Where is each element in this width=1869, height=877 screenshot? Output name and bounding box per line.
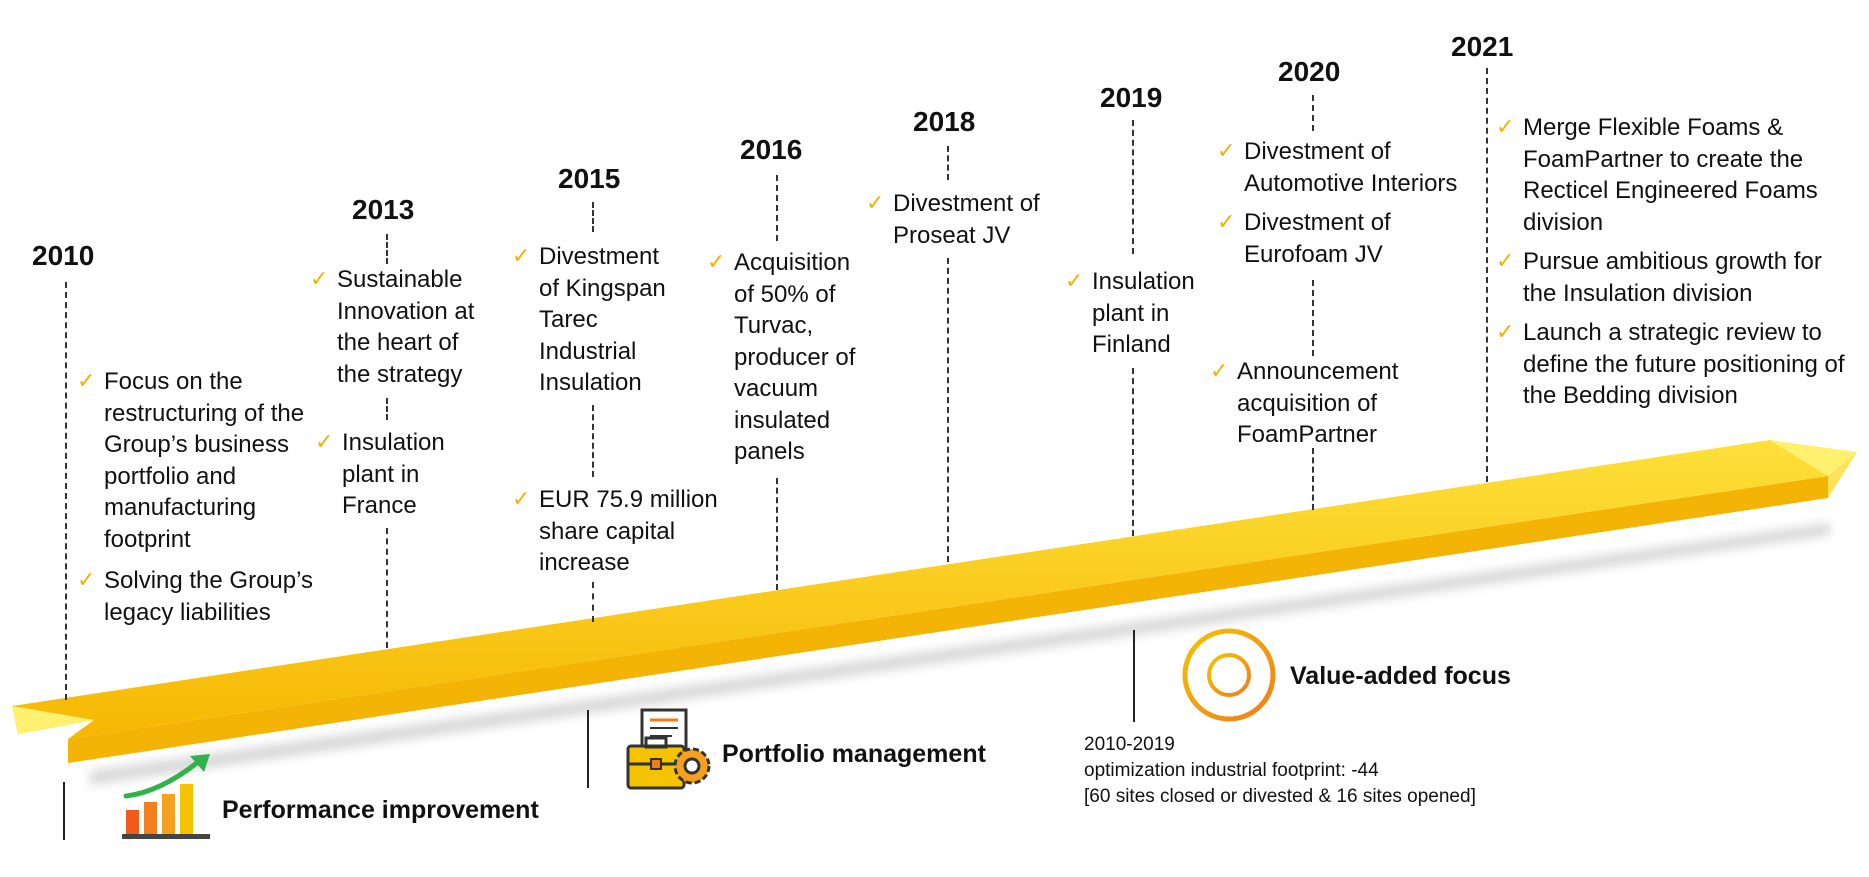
events-2019: ✓ Insulation plant in Finland bbox=[1065, 266, 1215, 369]
event-item: ✓ Focus on the restructuring of the Group… bbox=[77, 366, 339, 555]
footprint-period: 2010-2019 bbox=[1084, 734, 1175, 755]
year-connector bbox=[776, 478, 778, 590]
arrow-shaft-top bbox=[12, 440, 1828, 739]
events-2020-b: ✓ Announcement acquisition of FoamPartner bbox=[1210, 356, 1420, 459]
check-icon: ✓ bbox=[866, 190, 885, 215]
footprint-line2: [60 sites closed or divested & 16 sites … bbox=[1084, 786, 1476, 807]
check-icon: ✓ bbox=[1496, 114, 1515, 139]
year-connector bbox=[947, 258, 949, 562]
year-connector bbox=[592, 582, 594, 622]
category-portfolio: Portfolio management bbox=[722, 740, 986, 768]
category-value: Value-added focus bbox=[1290, 662, 1511, 690]
event-item: ✓ Acquisition of 50% of Turvac, producer … bbox=[707, 247, 867, 468]
event-item: ✓ Pursue ambitious growth for the Insulat… bbox=[1496, 246, 1858, 309]
year-connector bbox=[592, 405, 594, 477]
check-icon: ✓ bbox=[707, 249, 726, 274]
check-icon: ✓ bbox=[310, 266, 329, 291]
event-item: ✓ Announcement acquisition of FoamPartner bbox=[1210, 356, 1420, 451]
year-label: 2018 bbox=[913, 106, 976, 137]
arrow-tail-notch bbox=[12, 706, 94, 734]
target-icon bbox=[1182, 628, 1276, 722]
event-item: ✓ Insulation plant in France bbox=[315, 427, 455, 522]
event-item: ✓ Solving the Group’s legacy liabilities bbox=[77, 565, 339, 628]
event-item: ✓ Divestment of Eurofoam JV bbox=[1217, 207, 1482, 270]
footprint-note: 2010-2019 optimization industrial footpr… bbox=[1084, 732, 1476, 810]
check-icon: ✓ bbox=[512, 243, 531, 268]
check-icon: ✓ bbox=[1496, 248, 1515, 273]
check-icon: ✓ bbox=[1065, 268, 1084, 293]
year-connector bbox=[1132, 120, 1134, 254]
check-icon: ✓ bbox=[1210, 358, 1229, 383]
events-2020-a: ✓ Divestment of Automotive Interiors ✓ Div… bbox=[1217, 136, 1482, 278]
year-label: 2020 bbox=[1278, 56, 1341, 87]
event-item: ✓ Insulation plant in Finland bbox=[1065, 266, 1215, 361]
event-item: ✓ Divestment of Kingspan Tarec Industrial… bbox=[512, 241, 680, 399]
events-2015-a: ✓ Divestment of Kingspan Tarec Industrial… bbox=[512, 241, 680, 407]
year-label: 2015 bbox=[558, 163, 621, 194]
year-connector bbox=[1312, 280, 1314, 356]
event-item: ✓ EUR 75.9 million share capital increase bbox=[512, 484, 742, 579]
year-connector bbox=[776, 175, 778, 241]
year-connector bbox=[1132, 368, 1134, 536]
category-divider bbox=[587, 710, 589, 788]
year-connector bbox=[65, 282, 67, 700]
year-label: 2013 bbox=[352, 194, 415, 225]
year-label: 2019 bbox=[1100, 82, 1163, 113]
check-icon: ✓ bbox=[1217, 209, 1236, 234]
briefcase-gear-icon bbox=[626, 708, 711, 790]
year-label: 2021 bbox=[1451, 31, 1514, 62]
check-icon: ✓ bbox=[77, 567, 96, 592]
check-icon: ✓ bbox=[315, 429, 334, 454]
events-2015-b: ✓ EUR 75.9 million share capital increase bbox=[512, 484, 742, 587]
events-2010: ✓ Focus on the restructuring of the Group… bbox=[77, 366, 339, 636]
year-connector bbox=[1486, 68, 1488, 482]
category-divider bbox=[63, 782, 65, 840]
year-connector bbox=[1312, 95, 1314, 131]
check-icon: ✓ bbox=[77, 368, 96, 393]
event-item: ✓ Sustainable Innovation at the heart of … bbox=[310, 264, 495, 390]
events-2013-b: ✓ Insulation plant in France bbox=[315, 427, 455, 530]
events-2018: ✓ Divestment of Proseat JV bbox=[866, 188, 1062, 259]
growth-chart-icon bbox=[122, 754, 210, 839]
arrow-shaft-side bbox=[68, 476, 1828, 763]
year-label: 2016 bbox=[740, 134, 803, 165]
event-item: ✓ Divestment of Proseat JV bbox=[866, 188, 1062, 251]
category-performance: Performance improvement bbox=[222, 796, 539, 824]
year-label: 2010 bbox=[32, 240, 95, 271]
events-2021: ✓ Merge Flexible Foams & FoamPartner to c… bbox=[1496, 112, 1858, 420]
event-item: ✓ Merge Flexible Foams & FoamPartner to c… bbox=[1496, 112, 1858, 238]
check-icon: ✓ bbox=[1496, 319, 1515, 344]
event-item: ✓ Divestment of Automotive Interiors bbox=[1217, 136, 1482, 199]
footprint-line1: optimization industrial footprint: -44 bbox=[1084, 760, 1379, 781]
year-connector bbox=[386, 398, 388, 420]
category-divider bbox=[1133, 630, 1135, 722]
year-connector bbox=[386, 528, 388, 648]
year-connector bbox=[386, 234, 388, 264]
check-icon: ✓ bbox=[512, 486, 531, 511]
year-connector bbox=[947, 146, 949, 180]
year-connector bbox=[1312, 448, 1314, 510]
event-item: ✓ Launch a strategic review to define the… bbox=[1496, 317, 1858, 412]
year-connector bbox=[592, 202, 594, 232]
check-icon: ✓ bbox=[1217, 138, 1236, 163]
events-2016: ✓ Acquisition of 50% of Turvac, producer … bbox=[707, 247, 867, 476]
events-2013-a: ✓ Sustainable Innovation at the heart of … bbox=[310, 264, 495, 398]
